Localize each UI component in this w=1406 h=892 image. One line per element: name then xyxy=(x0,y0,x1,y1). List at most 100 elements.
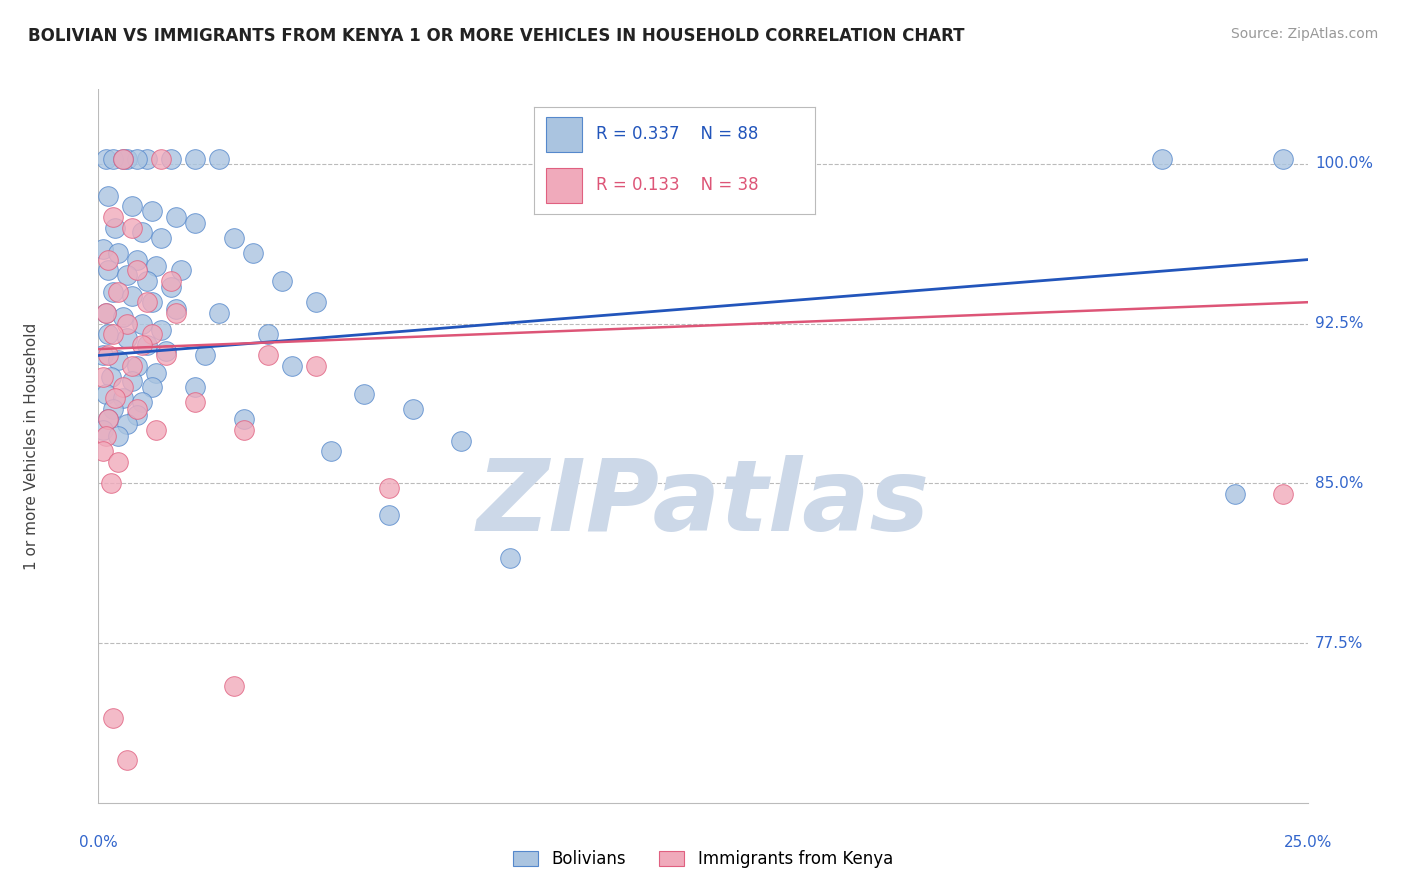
Point xyxy=(111,153,134,167)
Point xyxy=(145,423,167,437)
Point xyxy=(131,225,153,239)
Text: 0.0%: 0.0% xyxy=(79,835,118,850)
Point xyxy=(135,153,157,167)
Point xyxy=(165,210,187,224)
Point xyxy=(97,263,120,277)
Point xyxy=(127,401,149,416)
Point xyxy=(377,508,399,523)
Point xyxy=(184,216,207,230)
Point xyxy=(121,374,143,388)
Point xyxy=(222,231,245,245)
Point xyxy=(91,423,114,437)
Text: R = 0.133    N = 38: R = 0.133 N = 38 xyxy=(596,177,759,194)
Point xyxy=(97,327,120,342)
Point xyxy=(97,412,120,426)
Point xyxy=(101,285,124,299)
Text: ZIPatlas: ZIPatlas xyxy=(477,455,929,551)
Point xyxy=(141,203,163,218)
Point xyxy=(111,380,134,394)
Text: R = 0.337    N = 88: R = 0.337 N = 88 xyxy=(596,125,758,143)
Point xyxy=(377,481,399,495)
Point xyxy=(107,285,129,299)
Point xyxy=(141,380,163,394)
Point xyxy=(402,401,425,416)
Point xyxy=(208,153,231,167)
Point xyxy=(305,295,328,310)
Point xyxy=(101,401,124,416)
Point xyxy=(160,153,183,167)
Point xyxy=(169,263,191,277)
Point xyxy=(160,280,183,294)
Point xyxy=(94,429,117,443)
Point xyxy=(281,359,304,373)
Point xyxy=(94,306,117,320)
Point xyxy=(498,550,520,565)
Point xyxy=(145,259,167,273)
Point xyxy=(97,252,120,267)
Text: 1 or more Vehicles in Household: 1 or more Vehicles in Household xyxy=(24,322,39,570)
Point xyxy=(111,153,134,167)
Point xyxy=(97,349,120,363)
Point xyxy=(1272,153,1295,167)
Point xyxy=(127,263,149,277)
Point xyxy=(184,395,207,409)
Point xyxy=(1272,487,1295,501)
Point xyxy=(117,153,139,167)
Point xyxy=(100,476,122,491)
Point xyxy=(121,359,143,373)
Point xyxy=(184,153,207,167)
Point xyxy=(353,386,375,401)
Point xyxy=(127,252,149,267)
Point xyxy=(194,349,217,363)
Point xyxy=(150,153,173,167)
Point xyxy=(1223,487,1246,501)
Point xyxy=(141,327,163,342)
Point xyxy=(91,349,114,363)
Point xyxy=(117,417,139,431)
Text: 100.0%: 100.0% xyxy=(1315,156,1372,171)
Point xyxy=(101,327,124,342)
Point xyxy=(101,710,124,724)
Point xyxy=(150,323,173,337)
Point xyxy=(155,344,177,359)
Point xyxy=(91,369,114,384)
Point xyxy=(101,153,124,167)
Point xyxy=(91,444,114,458)
Point xyxy=(1152,153,1174,167)
Point xyxy=(135,295,157,310)
Point xyxy=(117,331,139,345)
Text: 77.5%: 77.5% xyxy=(1315,635,1364,650)
Point xyxy=(111,391,134,405)
Point xyxy=(131,395,153,409)
Point xyxy=(160,274,183,288)
Point xyxy=(305,359,328,373)
Point xyxy=(165,301,187,316)
Point xyxy=(111,310,134,325)
FancyBboxPatch shape xyxy=(546,117,582,152)
Point xyxy=(127,408,149,422)
Point xyxy=(232,412,254,426)
Point xyxy=(135,338,157,352)
Point xyxy=(104,220,127,235)
Legend: Bolivians, Immigrants from Kenya: Bolivians, Immigrants from Kenya xyxy=(506,844,900,875)
Point xyxy=(107,246,129,260)
Text: 85.0%: 85.0% xyxy=(1315,475,1364,491)
Point xyxy=(107,352,129,367)
Point xyxy=(208,306,231,320)
Point xyxy=(222,679,245,693)
Text: 92.5%: 92.5% xyxy=(1315,316,1364,331)
Text: 25.0%: 25.0% xyxy=(1284,835,1331,850)
Point xyxy=(94,153,117,167)
Point xyxy=(141,295,163,310)
Point xyxy=(94,386,117,401)
Point xyxy=(117,753,139,767)
Point xyxy=(97,188,120,202)
Point xyxy=(155,349,177,363)
Point xyxy=(184,380,207,394)
Point xyxy=(319,444,342,458)
Point xyxy=(94,306,117,320)
Point xyxy=(100,369,122,384)
Point xyxy=(104,391,127,405)
Point xyxy=(107,429,129,443)
Point xyxy=(271,274,294,288)
